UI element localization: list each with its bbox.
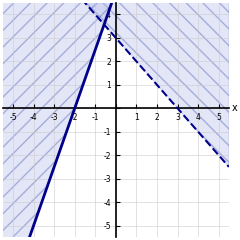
Text: x: x [232, 103, 238, 113]
